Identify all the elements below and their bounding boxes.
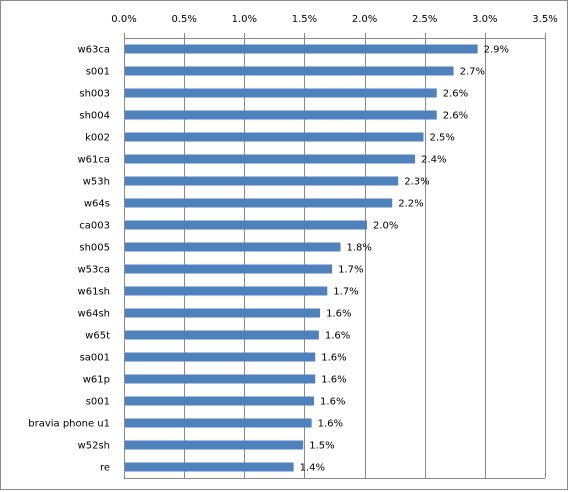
data-label: 2.6% xyxy=(443,111,468,122)
x-tick-label: 2.0% xyxy=(352,14,377,25)
category-label: w63ca xyxy=(77,45,110,56)
category-label: k002 xyxy=(85,133,110,144)
category-labels: w63ca s001 sh003 sh004 k002 w61ca w53h w64s ca00… xyxy=(28,45,110,474)
category-label: sh003 xyxy=(79,89,110,100)
x-tick-label: 2.5% xyxy=(412,14,437,25)
x-tick-label: 3.5% xyxy=(532,14,557,25)
category-label: w52sh xyxy=(78,441,110,452)
category-label: w53ca xyxy=(77,265,110,276)
bar xyxy=(125,286,328,296)
bar xyxy=(125,154,416,164)
x-axis-tick-labels: 0.0% 0.5% 1.0% 1.5% 2.0% 2.5% 3.0% 3.5% xyxy=(111,14,558,38)
x-tick-label: 3.0% xyxy=(472,14,497,25)
data-label: 1.4% xyxy=(300,463,325,474)
data-label: 2.0% xyxy=(373,221,398,232)
gridlines xyxy=(124,38,546,479)
bar xyxy=(125,352,316,362)
data-label: 2.4% xyxy=(421,155,446,166)
bar xyxy=(125,264,333,274)
data-label: 1.6% xyxy=(321,375,346,386)
category-label: w64sh xyxy=(78,309,110,320)
bar xyxy=(125,396,315,406)
bar xyxy=(125,44,478,54)
category-label: sa001 xyxy=(80,353,110,364)
data-label: 2.2% xyxy=(398,199,423,210)
bar xyxy=(125,88,437,98)
bar xyxy=(125,220,367,230)
data-label: 2.5% xyxy=(430,133,455,144)
data-label: 1.6% xyxy=(325,331,350,342)
bar xyxy=(125,440,304,450)
data-label: 1.6% xyxy=(321,353,346,364)
category-label: sh005 xyxy=(79,243,110,254)
data-label: 1.7% xyxy=(333,287,358,298)
bar xyxy=(125,66,454,76)
data-label: 2.9% xyxy=(484,45,509,56)
category-label: s001 xyxy=(86,397,110,408)
category-label: s001 xyxy=(86,67,110,78)
bar xyxy=(125,242,341,252)
x-tick-label: 0.0% xyxy=(111,14,136,25)
data-label: 1.6% xyxy=(318,419,343,430)
category-label: w61sh xyxy=(78,287,110,298)
data-label: 1.5% xyxy=(309,441,334,452)
bar xyxy=(125,110,437,120)
bar xyxy=(125,176,399,186)
category-label: w53h xyxy=(83,177,110,188)
bar xyxy=(125,198,393,208)
category-label: w61p xyxy=(83,375,110,386)
bar xyxy=(125,308,321,318)
x-tick-label: 0.5% xyxy=(171,14,196,25)
data-label: 1.8% xyxy=(347,243,372,254)
category-label: sh004 xyxy=(79,111,110,122)
category-label: w65t xyxy=(85,331,110,342)
bar xyxy=(125,418,312,428)
category-label: bravia phone u1 xyxy=(28,419,110,430)
x-tick-label: 1.0% xyxy=(232,14,257,25)
category-label: w61ca xyxy=(77,155,110,166)
data-label: 2.3% xyxy=(404,177,429,188)
data-label: 1.7% xyxy=(338,265,363,276)
bars xyxy=(125,44,478,472)
x-tick-label: 1.5% xyxy=(292,14,317,25)
data-label: 2.7% xyxy=(460,67,485,78)
bar xyxy=(125,462,294,472)
bar xyxy=(125,330,319,340)
category-label: re xyxy=(100,463,110,474)
data-labels: 2.9% 2.7% 2.6% 2.6% 2.5% 2.4% 2.3% 2.2%2.0%1.8%… xyxy=(300,45,509,474)
data-label: 1.6% xyxy=(320,397,345,408)
category-label: ca003 xyxy=(79,221,110,232)
data-label: 1.6% xyxy=(326,309,351,320)
bar xyxy=(125,374,316,384)
bar xyxy=(125,132,424,142)
category-label: w64s xyxy=(84,199,110,210)
data-label: 2.6% xyxy=(443,89,468,100)
